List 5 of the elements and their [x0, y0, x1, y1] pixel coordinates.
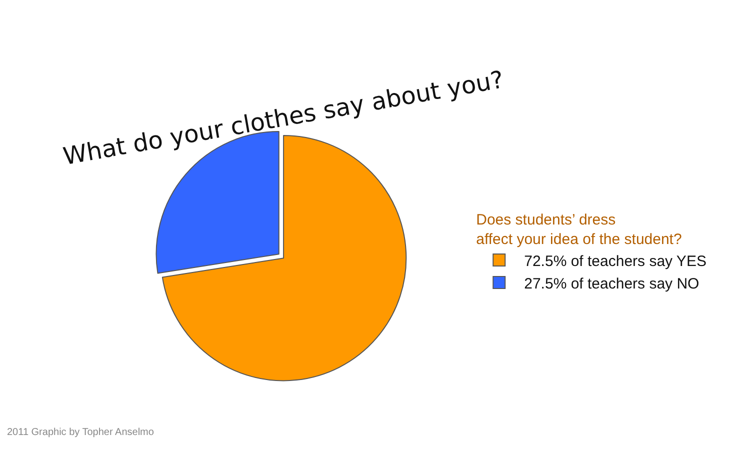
legend-label: 27.5% of teachers say NO: [524, 275, 700, 292]
legend-label: 72.5% of teachers say YES: [524, 252, 706, 270]
legend-title: Does students’ dress affect your idea of the student?: [476, 211, 682, 248]
chart-title: What do your clothes say about you?: [61, 65, 506, 171]
text: 2011 Graphic by Topher Anselmo: [7, 427, 154, 438]
